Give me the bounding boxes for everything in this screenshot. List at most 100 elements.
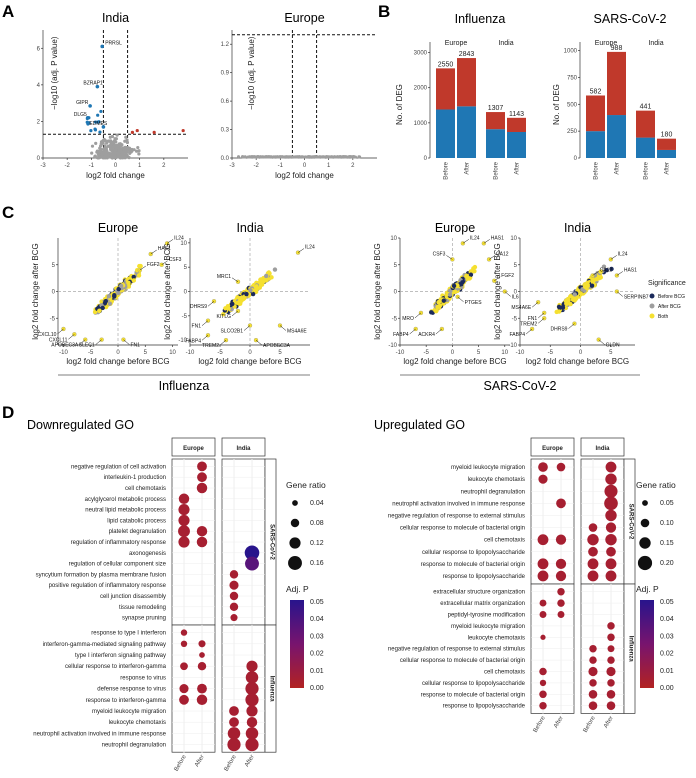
volcano-point-ns: [295, 155, 299, 159]
fc-gene-label: CA12: [600, 267, 613, 273]
go-dot: [589, 679, 597, 687]
volcano-point-ns: [251, 155, 255, 159]
bar-ytick-label-0: 1000: [414, 121, 428, 127]
panel-label-c: C: [2, 203, 14, 222]
volcano-point-ns: [105, 141, 109, 145]
volcano-point-ns: [119, 147, 123, 151]
fc-gene-leader: [68, 334, 75, 340]
fc-point: [116, 286, 121, 292]
volcano-point-down: [95, 120, 100, 124]
fc-gene-leader: [568, 323, 575, 329]
fc-gene-label: IL24: [470, 235, 480, 241]
fc-point: [131, 274, 136, 280]
fc-ytick-label: 10: [510, 236, 517, 242]
go-color-legend-label: 0.00: [310, 685, 324, 692]
go-color-legend-label: 0.03: [310, 633, 324, 640]
fc-point: [103, 299, 108, 304]
volcano-ytick-label-europe: 0.6: [221, 99, 230, 105]
fc-gene-label: SLEC1: [79, 343, 95, 349]
volcano-point-ns: [288, 155, 292, 159]
go-dot: [606, 690, 616, 699]
go-dot: [588, 546, 598, 557]
fc-gene-leader: [592, 271, 599, 276]
fc-ylabel: log2 fold change after BCG: [373, 243, 382, 340]
fc-point: [235, 300, 240, 306]
bar-category-label: Before: [594, 161, 600, 179]
go-facet-strip: [171, 437, 216, 457]
fc-point: [578, 291, 583, 296]
fc-point: [254, 284, 259, 289]
bar-category-label: After: [515, 162, 521, 175]
go-dot: [197, 661, 207, 671]
volcano-xtick-label-europe: -1: [278, 163, 284, 169]
go-dot: [539, 679, 547, 687]
bar-down-before: [586, 131, 605, 158]
go-color-legend-label: 0.04: [310, 616, 324, 623]
fc-gene-label: CSF3: [169, 257, 182, 263]
go-color-legend-title: Adj. P: [286, 584, 309, 594]
fc-point: [572, 292, 578, 297]
go-dot: [537, 534, 549, 546]
fc-gene-label: FGF2: [147, 262, 160, 268]
fc-gene-label: DHRS9: [190, 304, 207, 310]
fc-legend-label: Before BCG: [658, 294, 685, 300]
fc-gene-leader: [161, 260, 168, 265]
fc-point: [240, 295, 245, 300]
fc-gene-leader: [446, 255, 453, 260]
fc-gene-leader: [279, 325, 287, 331]
fc-ytick-label: 0: [514, 290, 518, 296]
go-facet-strip: [530, 437, 575, 457]
fc-gene-label: TREM2: [520, 321, 537, 327]
bar-up-after: [507, 117, 526, 132]
volcano-point-ns: [357, 155, 361, 159]
volcano-point-down: [87, 121, 91, 125]
go-size-legend-label: 0.20: [660, 560, 674, 567]
fc-gene-label: HAS1: [491, 235, 504, 241]
volcano-point-ns: [109, 153, 113, 157]
volcano-point-ns: [134, 149, 139, 153]
fc-gene-leader: [231, 310, 239, 317]
go-row-strip-label: SARS-CoV-2: [628, 504, 634, 540]
volcano-xtick-label-india: 2: [162, 163, 166, 169]
go-term-label: myeloid leukocyte migration: [451, 624, 525, 630]
go-dot: [245, 556, 259, 571]
volcano-point-labeled: [88, 104, 92, 108]
bar-group-label: India: [648, 40, 663, 47]
volcano-point-ns: [335, 155, 339, 159]
go-size-legend-dot: [639, 537, 651, 549]
go-dot: [607, 633, 615, 642]
go-dot: [605, 522, 617, 533]
go-dot: [538, 462, 548, 472]
fc-xtick-label: 5: [144, 350, 148, 356]
fc-ylabel: log2 fold change after BCG: [163, 243, 172, 340]
volcano-point-down: [98, 130, 102, 134]
volcano-point-ns: [137, 152, 141, 156]
fc-point: [107, 301, 113, 306]
volcano-xlabel-europe: log2 fold change: [275, 171, 334, 180]
go-color-legend-label: 0.00: [660, 685, 674, 692]
go-size-legend-title: Gene ratio: [636, 480, 676, 490]
fc-gene-leader: [95, 339, 102, 345]
fc-point: [437, 304, 442, 309]
volcano-point-ns: [102, 137, 106, 142]
go-color-legend-label: 0.01: [660, 668, 674, 675]
go-dot: [197, 472, 207, 483]
volcano-gene-label: BZRAP1: [83, 81, 103, 87]
fc-gene-label: SERPINB7: [624, 295, 649, 301]
fc-point: [261, 279, 266, 284]
go-dot: [539, 701, 547, 710]
fc-gene-label: MRO: [402, 316, 414, 322]
go-size-legend-dot: [289, 537, 301, 549]
go-dot: [556, 462, 566, 472]
go-dot: [555, 558, 567, 569]
go-dot: [245, 727, 259, 740]
bar-total-label: 1307: [488, 105, 504, 112]
fc-gene-leader: [616, 271, 623, 276]
go-dot: [604, 484, 618, 498]
go-dot: [229, 602, 239, 612]
go-term-label: negative regulation of response to exter…: [388, 513, 525, 519]
fc-gene-leader: [538, 318, 545, 324]
go-term-label: response to molecule of bacterial origin: [421, 562, 525, 568]
volcano-point-up: [152, 130, 156, 134]
go-dot: [605, 558, 617, 570]
